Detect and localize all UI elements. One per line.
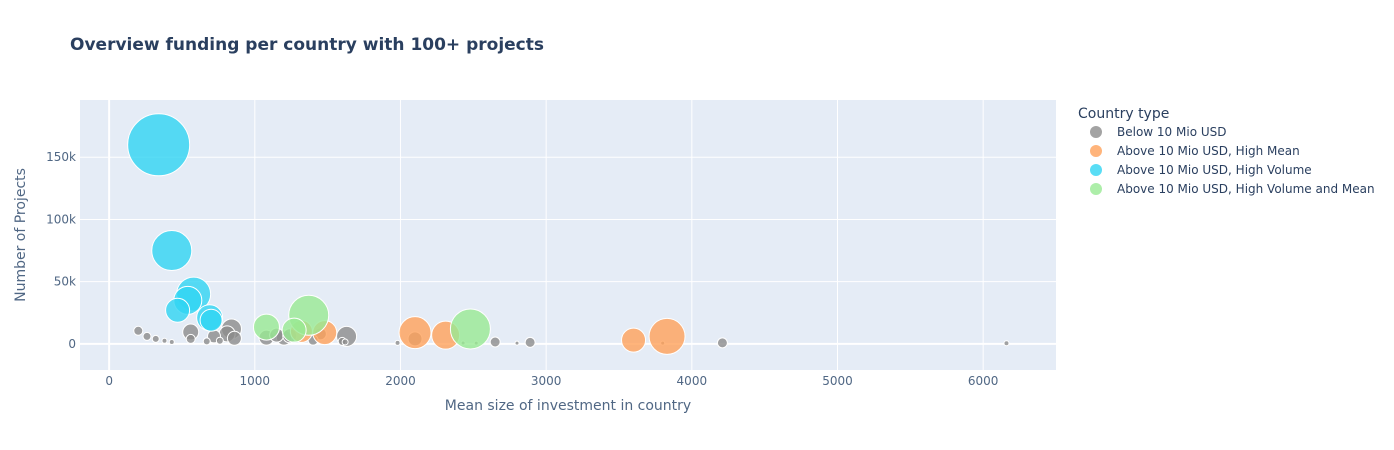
data-point[interactable] bbox=[489, 336, 501, 348]
data-point[interactable] bbox=[165, 297, 191, 323]
data-point[interactable] bbox=[394, 339, 401, 346]
chart-title: Overview funding per country with 100+ p… bbox=[70, 35, 544, 55]
legend-label: Below 10 Mio USD bbox=[1117, 125, 1227, 139]
legend-item[interactable]: Above 10 Mio USD, High Volume and Mean bbox=[1090, 182, 1375, 196]
legend-marker bbox=[1090, 145, 1102, 157]
legend-item[interactable]: Above 10 Mio USD, High Mean bbox=[1090, 144, 1300, 158]
data-point[interactable] bbox=[621, 327, 647, 353]
data-point[interactable] bbox=[142, 331, 152, 341]
data-point[interactable] bbox=[449, 308, 491, 350]
legend-marker bbox=[1090, 183, 1102, 195]
x-tick-label: 6000 bbox=[968, 374, 999, 388]
data-point[interactable] bbox=[215, 336, 224, 345]
data-point[interactable] bbox=[648, 317, 686, 355]
x-tick-label: 1000 bbox=[240, 374, 271, 388]
data-point[interactable] bbox=[281, 317, 307, 343]
legend-item[interactable]: Above 10 Mio USD, High Volume bbox=[1090, 163, 1312, 177]
data-point[interactable] bbox=[1003, 340, 1010, 347]
y-axis-ticks: 0 50k 100k 150k bbox=[46, 150, 76, 351]
legend-label: Above 10 Mio USD, High Volume bbox=[1117, 163, 1312, 177]
x-tick-label: 5000 bbox=[822, 374, 853, 388]
legend-item[interactable]: Below 10 Mio USD bbox=[1090, 125, 1227, 139]
legend: Below 10 Mio USD Above 10 Mio USD, High M… bbox=[1090, 125, 1375, 196]
y-tick-label: 0 bbox=[68, 337, 76, 351]
y-axis-title: Number of Projects bbox=[13, 168, 29, 302]
data-point[interactable] bbox=[151, 230, 193, 272]
data-points bbox=[127, 113, 1010, 355]
y-tick-label: 100k bbox=[46, 212, 76, 226]
data-point[interactable] bbox=[398, 316, 432, 350]
data-point[interactable] bbox=[168, 339, 175, 346]
data-point[interactable] bbox=[202, 337, 211, 346]
data-point[interactable] bbox=[151, 334, 160, 343]
data-point[interactable] bbox=[133, 325, 144, 336]
grid-lines bbox=[80, 100, 1056, 370]
data-point[interactable] bbox=[185, 333, 196, 344]
legend-title: Country type bbox=[1078, 106, 1169, 122]
legend-marker bbox=[1090, 126, 1102, 138]
legend-label: Above 10 Mio USD, High Volume and Mean bbox=[1117, 182, 1375, 196]
legend-label: Above 10 Mio USD, High Mean bbox=[1117, 144, 1300, 158]
x-tick-label: 3000 bbox=[531, 374, 562, 388]
y-tick-label: 150k bbox=[46, 150, 76, 164]
x-axis-ticks: 0 1000 2000 3000 4000 5000 6000 bbox=[105, 374, 998, 388]
data-point[interactable] bbox=[716, 337, 728, 349]
legend-marker bbox=[1090, 164, 1102, 176]
data-point[interactable] bbox=[127, 113, 191, 177]
data-point[interactable] bbox=[252, 313, 280, 341]
data-point[interactable] bbox=[226, 330, 242, 346]
data-point[interactable] bbox=[161, 337, 168, 344]
x-axis-title: Mean size of investment in country bbox=[445, 398, 691, 414]
data-point[interactable] bbox=[514, 340, 520, 346]
data-point[interactable] bbox=[524, 336, 536, 348]
data-point[interactable] bbox=[199, 308, 223, 332]
x-tick-label: 2000 bbox=[385, 374, 416, 388]
x-tick-label: 4000 bbox=[677, 374, 708, 388]
data-point[interactable] bbox=[341, 338, 349, 346]
plot-area bbox=[80, 100, 1056, 370]
x-tick-label: 0 bbox=[105, 374, 113, 388]
y-tick-label: 50k bbox=[54, 275, 76, 289]
